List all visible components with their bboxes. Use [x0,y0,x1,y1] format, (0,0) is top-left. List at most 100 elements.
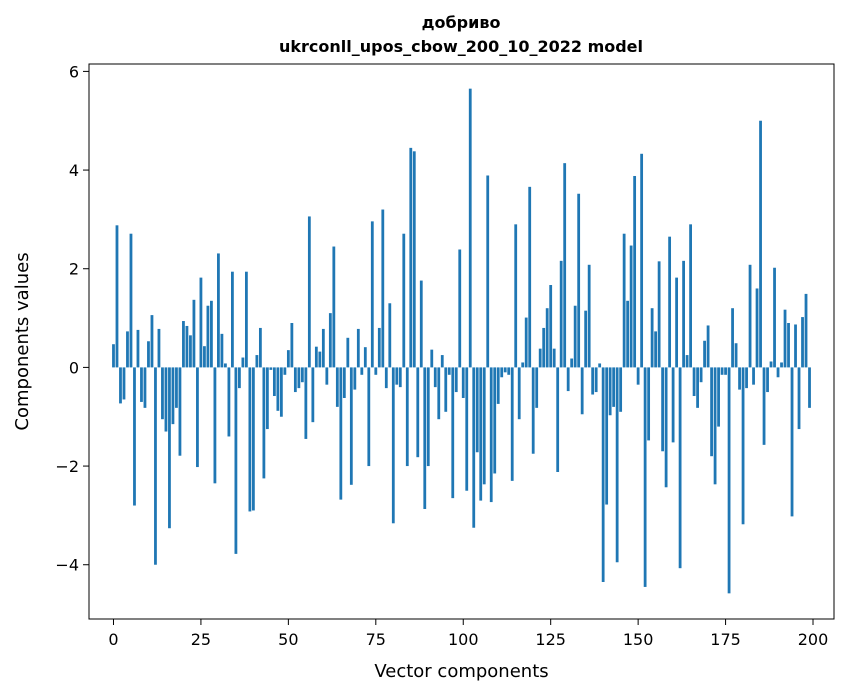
bar [507,367,511,375]
bar [269,367,273,370]
bar [342,367,346,398]
bar [391,367,395,524]
bar [699,367,703,383]
bar [552,348,556,368]
bar [696,367,699,408]
bar [227,367,231,437]
x-axis-label: Vector components [374,661,548,682]
bar [482,367,486,485]
bar [339,367,343,500]
bar [801,317,804,368]
bar [479,367,483,501]
bar [402,233,406,368]
bar [748,264,752,368]
bar [119,367,122,404]
bar [454,367,458,393]
bar [283,367,287,375]
bar [325,367,329,385]
bar [147,341,150,368]
bar [500,367,504,378]
bar [633,175,637,368]
bar [629,245,633,368]
bar [297,367,301,389]
bar [335,367,339,407]
bar [622,233,626,368]
x-tick-label: 50 [278,630,298,649]
bar [538,348,542,368]
x-tick-label: 100 [448,630,479,649]
bar [210,300,213,368]
bar [790,367,794,517]
bar [661,367,665,452]
bar [587,264,591,368]
bar [598,363,602,368]
bar [612,367,616,407]
bar [349,367,353,485]
y-tick-label: −4 [55,556,79,575]
bar [182,321,185,368]
bar [692,367,696,397]
bar [521,362,525,368]
bar [346,337,350,368]
bar [178,367,182,456]
bar [367,367,371,467]
bar [272,367,276,397]
bar [657,261,661,368]
bar [647,367,651,441]
bar [745,367,748,389]
bar [405,367,409,467]
bar [675,277,679,368]
bar [566,367,570,392]
bar [668,236,672,368]
bar [654,331,658,368]
bar [549,285,553,368]
bar [731,308,734,368]
bar [374,367,378,375]
bar [416,367,420,458]
bar [577,193,581,368]
bar [542,327,546,368]
bar [220,333,224,368]
bar [430,349,434,368]
bar [766,367,769,393]
bar [664,367,668,488]
bar [468,88,472,368]
bar [496,367,500,404]
bar [734,343,738,368]
bar [605,367,609,505]
bar [203,346,206,368]
bar [290,323,294,368]
bar [528,186,532,368]
bar [444,367,448,412]
bar [703,340,706,368]
bar [563,163,567,368]
bar [318,351,322,368]
bar [164,367,168,432]
bar [140,367,143,402]
bar [584,310,588,368]
bar [175,367,178,408]
bar [465,367,469,491]
bar [231,271,234,368]
bar [300,367,304,383]
bar [161,367,164,420]
x-tick-label: 125 [535,630,566,649]
bar [157,328,161,368]
bar [517,367,521,420]
bar [321,328,325,368]
x-axis-ticks: 0 25 50 75 100 125 150 175 200 [108,619,828,649]
bar [126,331,129,368]
chart-title: добриво [422,13,501,32]
bar [426,367,430,467]
bar [678,367,682,569]
bars-group [112,88,811,594]
bar [217,253,220,368]
bar [619,367,623,412]
bar [363,347,367,368]
bar [601,367,605,582]
bar [129,233,133,368]
bar [524,317,528,368]
bar [797,367,801,430]
bar [741,367,745,525]
bar [199,277,203,368]
